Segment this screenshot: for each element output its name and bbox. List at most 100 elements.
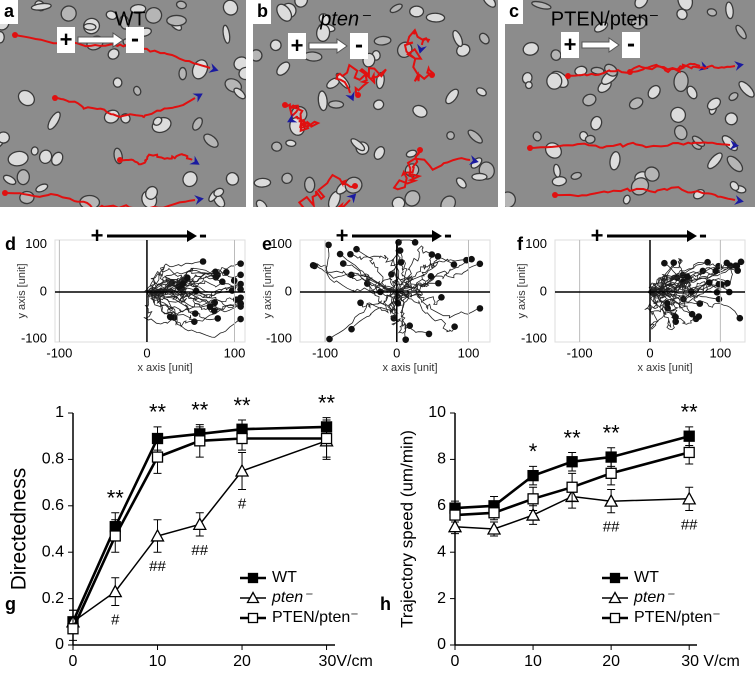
y-axis-label: y axis [unit]: [16, 263, 28, 318]
y-tick-label: 0.4: [42, 543, 64, 560]
trajectory: [396, 256, 439, 293]
trajectory: [146, 291, 196, 315]
cell: [17, 89, 35, 107]
trajectory: [396, 291, 430, 335]
trajectory-end: [450, 261, 458, 268]
significance-mark: *: [529, 439, 538, 464]
cell: [144, 7, 163, 24]
marker: [566, 481, 578, 493]
cell: [584, 134, 596, 144]
marker: [566, 456, 578, 468]
trajectory-end: [712, 267, 720, 275]
trajectory-end: [435, 279, 442, 287]
cell: [276, 3, 293, 22]
x-axis-label: x axis [unit]: [382, 362, 437, 374]
micrograph: + -: [253, 0, 498, 207]
cell: [522, 41, 540, 56]
panel-title: PTEN/pten⁻: [551, 8, 659, 30]
cell: [628, 97, 644, 110]
trajectory-end: [166, 313, 174, 321]
cell: [145, 185, 159, 200]
field-arrowhead: [432, 230, 442, 242]
cell: [724, 112, 738, 126]
trajectory-end: [237, 280, 244, 288]
marker: [683, 430, 695, 442]
series-line: [454, 495, 690, 530]
y-tick-label: 8: [437, 451, 446, 468]
cell: [281, 172, 293, 185]
trajectory-end: [402, 336, 409, 343]
y-tick-label: 2: [437, 590, 446, 607]
x-tick-label: 20: [233, 653, 251, 670]
cell: [452, 29, 464, 48]
cell: [35, 183, 49, 193]
cell: [30, 2, 52, 11]
plus-sign: +: [591, 223, 604, 248]
sign-box: [126, 27, 144, 53]
trajectory-end: [210, 307, 218, 315]
plot-frame: [299, 239, 491, 343]
track-start: [117, 157, 123, 163]
trajectory-end: [451, 323, 458, 331]
marker: [608, 591, 622, 604]
track-start: [52, 95, 58, 101]
trajectory: [649, 262, 728, 293]
trajectory-end: [425, 330, 433, 338]
marker: [605, 467, 617, 479]
panel-letter: a: [4, 1, 15, 21]
trajectory-end: [237, 315, 244, 323]
marker: [609, 612, 621, 624]
trajectory: [146, 291, 241, 313]
trajectory-end: [704, 258, 711, 266]
field-arrowhead: [687, 230, 697, 242]
cell: [673, 70, 689, 93]
y-axis-label: y axis [unit]: [262, 263, 274, 318]
trajectory-end: [476, 260, 484, 268]
trajectory: [146, 291, 195, 328]
panel-title: WT: [114, 8, 145, 30]
marker: [447, 519, 463, 533]
minus-sign: -: [444, 221, 452, 248]
trajectory: [649, 290, 693, 315]
x-tick-label: -100: [567, 345, 593, 360]
trajectory-end: [411, 239, 419, 246]
cell: [467, 129, 483, 144]
marker: [67, 623, 79, 635]
trajectory-end: [468, 255, 475, 263]
sign-box: [622, 32, 640, 58]
cell: [83, 22, 97, 31]
trajectory: [649, 262, 738, 293]
cell: [233, 87, 246, 100]
x-tick-label: 0: [451, 653, 460, 670]
marker: [486, 521, 502, 535]
cell: [255, 199, 268, 207]
cell: [51, 151, 64, 166]
cell: [550, 49, 562, 61]
cell: [253, 177, 272, 188]
cell: [30, 146, 39, 156]
panel-letter-bg: [505, 0, 523, 24]
micrograph-bg: [0, 0, 246, 207]
x-tick-label: -100: [312, 345, 338, 360]
trajectory-end: [206, 303, 214, 311]
track-start: [527, 145, 533, 151]
trajectory-end: [237, 300, 244, 308]
cell: [725, 1, 734, 20]
x-tick-label: 10: [149, 653, 167, 670]
trajectory-end: [199, 258, 207, 265]
significance-mark: **: [603, 421, 621, 446]
marker: [150, 528, 165, 542]
trajectory-end: [434, 253, 442, 260]
y-tick-label: 0: [40, 283, 47, 298]
field-arrow: [77, 32, 124, 48]
cell: [253, 49, 263, 62]
cell: [166, 14, 187, 27]
cell: [409, 5, 425, 18]
trajectory-end: [670, 259, 678, 266]
trajectory: [396, 291, 480, 319]
cell: [0, 131, 11, 144]
trajectory-end: [348, 325, 355, 333]
track-end: [287, 113, 298, 123]
cell: [590, 115, 603, 131]
trajectory: [365, 274, 398, 293]
